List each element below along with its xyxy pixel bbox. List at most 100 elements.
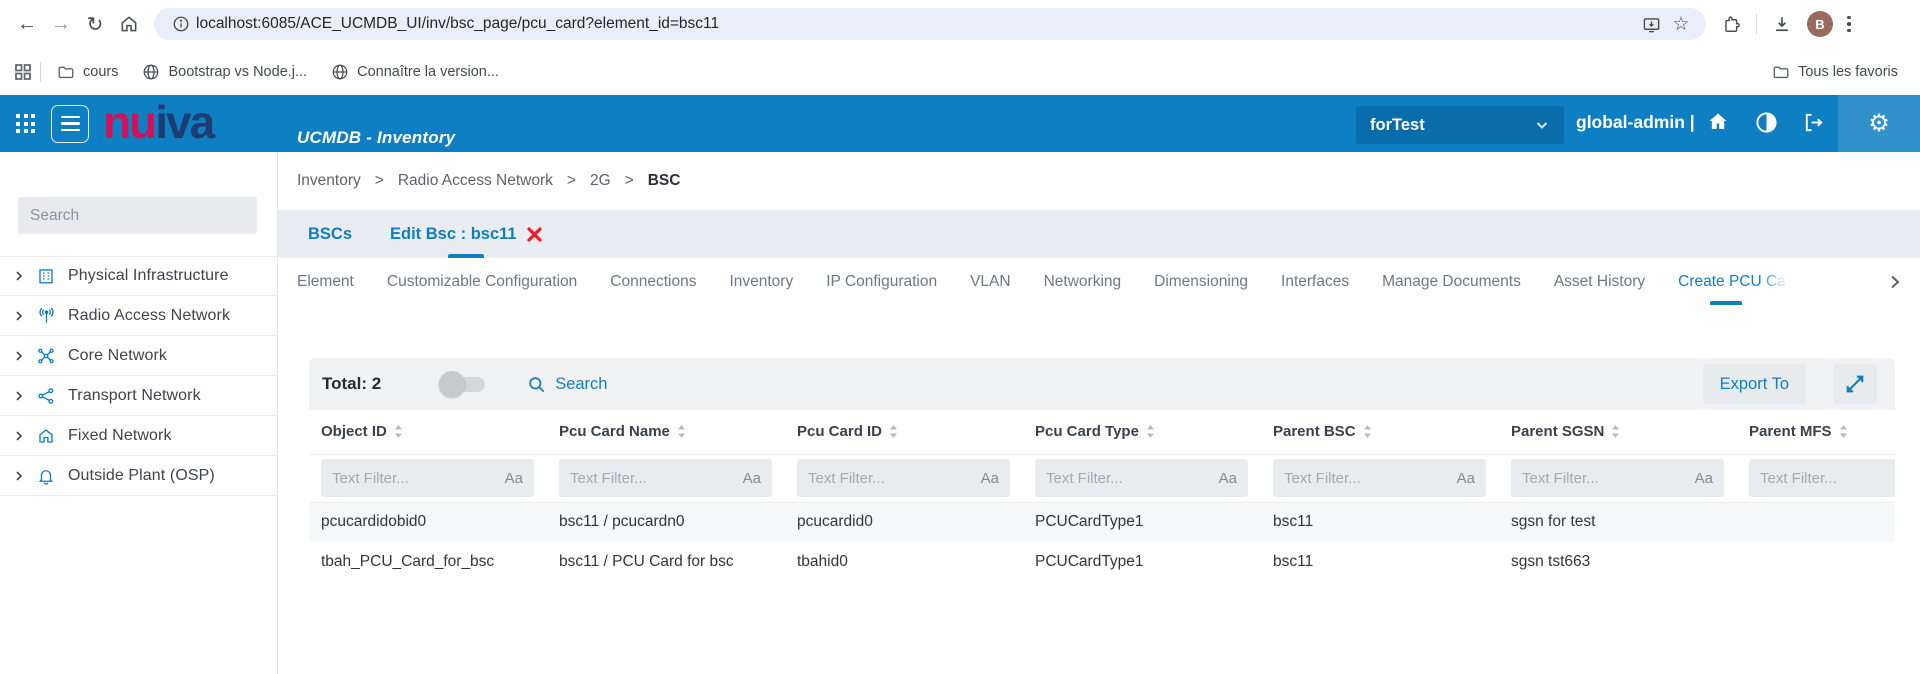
tab-vlan[interactable]: VLAN	[970, 273, 1011, 290]
filter-input-pcu-card-name[interactable]: Text Filter... Aa	[559, 459, 772, 497]
case-sensitive-toggle[interactable]: Aa	[980, 469, 999, 487]
site-info-icon[interactable]	[166, 9, 196, 39]
browser-toolbar: ← → ↻ localhost:6085/ACE_UCMDB_UI/inv/bs…	[0, 0, 1920, 48]
sidebar-item-outside-plant[interactable]: Outside Plant (OSP)	[0, 456, 277, 496]
hamburger-menu-icon[interactable]	[51, 104, 89, 143]
sort-icon[interactable]	[889, 425, 898, 439]
tab-asset-history[interactable]: Asset History	[1553, 273, 1646, 290]
sort-icon[interactable]	[1611, 425, 1620, 439]
tab-ip-configuration[interactable]: IP Configuration	[826, 273, 938, 290]
column-header-pcu-card-name[interactable]: Pcu Card Name	[547, 410, 785, 455]
header-home-icon[interactable]	[1706, 110, 1730, 134]
building-icon	[35, 267, 57, 285]
filter-input-parent-mfs[interactable]: Text Filter...Aa	[1749, 459, 1895, 497]
chevron-right-icon	[14, 430, 24, 442]
table-row[interactable]: tbah_PCU_Card_for_bsc bsc11 / PCU Card f…	[309, 542, 1895, 582]
sort-icon[interactable]	[1146, 425, 1155, 439]
sidebar-item-core-network[interactable]: Core Network	[0, 336, 277, 376]
contrast-icon[interactable]	[1755, 111, 1778, 134]
refresh-icon[interactable]: ↻	[86, 13, 104, 36]
tab-edit-bsc[interactable]: Edit Bsc : bsc11	[390, 210, 543, 258]
table-row[interactable]: pcucardidobid0 bsc11 / pcucardn0 pcucard…	[309, 502, 1895, 542]
filter-input-parent-bsc[interactable]: Text Filter... Aa	[1273, 459, 1486, 497]
tab-manage-documents[interactable]: Manage Documents	[1382, 273, 1521, 290]
column-header-parent-mfs[interactable]: Parent MFS	[1737, 410, 1895, 455]
tab-interfaces[interactable]: Interfaces	[1281, 273, 1350, 290]
install-app-icon[interactable]	[1636, 9, 1666, 39]
case-sensitive-toggle[interactable]: Aa	[742, 469, 761, 487]
total-count: Total: 2	[322, 374, 382, 393]
bookmarks-bar: cours Bootstrap vs Node.j... Connaître l…	[0, 48, 1920, 95]
column-header-parent-bsc[interactable]: Parent BSC	[1261, 410, 1499, 455]
table-search-button[interactable]: Search	[527, 375, 607, 394]
tab-networking[interactable]: Networking	[1043, 273, 1122, 290]
sidebar-item-fixed-network[interactable]: Fixed Network	[0, 416, 277, 456]
sidebar-search-input[interactable]	[30, 206, 245, 225]
tab-customizable-configuration[interactable]: Customizable Configuration	[386, 273, 578, 290]
sidebar-item-physical-infrastructure[interactable]: Physical Infrastructure	[0, 256, 277, 296]
filter-row: Text Filter... Aa Text Filter... Aa Text F…	[309, 454, 1895, 503]
tab-connections[interactable]: Connections	[610, 273, 697, 290]
bookmark-site-1[interactable]: Bootstrap vs Node.j...	[134, 59, 315, 85]
sort-icon[interactable]	[1839, 425, 1848, 439]
url-text[interactable]: localhost:6085/ACE_UCMDB_UI/inv/bsc_page…	[196, 15, 720, 32]
breadcrumb: Inventory > Radio Access Network > 2G > …	[278, 152, 1920, 210]
search-icon	[529, 376, 545, 392]
tab-create-pcu-card[interactable]: Create PCU Ca	[1678, 271, 1788, 293]
sort-icon[interactable]	[677, 425, 686, 439]
case-sensitive-toggle[interactable]: Aa	[504, 469, 523, 487]
case-sensitive-toggle[interactable]: Aa	[1218, 469, 1237, 487]
close-icon[interactable]	[526, 226, 543, 243]
gear-icon[interactable]: ⚙	[1868, 110, 1890, 137]
breadcrumb-item[interactable]: Radio Access Network	[397, 172, 553, 189]
app-subtitle: UCMDB - Inventory	[297, 128, 456, 147]
tab-bscs[interactable]: BSCs	[308, 224, 353, 243]
downloads-icon[interactable]	[1767, 9, 1797, 39]
sort-icon[interactable]	[1363, 425, 1372, 439]
column-header-pcu-card-id[interactable]: Pcu Card ID	[785, 410, 1023, 455]
column-header-parent-sgsn[interactable]: Parent SGSN	[1499, 410, 1737, 455]
bookmark-folder-cours[interactable]: cours	[49, 59, 126, 85]
back-icon[interactable]: ←	[17, 12, 37, 35]
address-bar[interactable]: localhost:6085/ACE_UCMDB_UI/inv/bsc_page…	[154, 8, 1706, 40]
filter-input-object-id[interactable]: Text Filter... Aa	[321, 459, 534, 497]
export-to-button[interactable]: Export To	[1702, 364, 1806, 404]
filter-input-parent-sgsn[interactable]: Text Filter... Aa	[1511, 459, 1724, 497]
settings-strip[interactable]: ⚙	[1838, 95, 1920, 152]
logged-in-user: global-admin |	[1576, 112, 1695, 132]
bookmark-star-icon[interactable]: ☆	[1672, 13, 1690, 35]
browser-menu-icon[interactable]	[1843, 12, 1855, 37]
filter-toggle[interactable]	[439, 370, 486, 397]
breadcrumb-item[interactable]: 2G	[589, 172, 611, 189]
apps-grid-icon[interactable]	[14, 63, 32, 81]
column-header-object-id[interactable]: Object ID	[309, 410, 547, 455]
tab-dimensioning[interactable]: Dimensioning	[1154, 273, 1249, 290]
case-sensitive-toggle[interactable]: Aa	[1456, 469, 1475, 487]
tab-element[interactable]: Element	[297, 273, 354, 290]
extensions-icon[interactable]	[1716, 9, 1746, 39]
globe-icon	[144, 64, 159, 79]
column-header-pcu-card-type[interactable]: Pcu Card Type	[1023, 410, 1261, 455]
tab-inventory[interactable]: Inventory	[729, 273, 794, 290]
tab-scroll-right-icon[interactable]	[1888, 274, 1902, 290]
home-icon[interactable]	[112, 7, 146, 41]
case-sensitive-toggle[interactable]: Aa	[1694, 469, 1713, 487]
bookmarks-separator	[40, 61, 41, 82]
forward-icon[interactable]: →	[51, 12, 71, 35]
filter-input-pcu-card-type[interactable]: Text Filter... Aa	[1035, 459, 1248, 497]
tab-overflow-fade	[1759, 271, 1788, 293]
logout-icon[interactable]	[1802, 111, 1825, 134]
sort-icon[interactable]	[394, 425, 403, 439]
all-bookmarks[interactable]: Tous les favoris	[1764, 59, 1906, 85]
sidebar-item-transport-network[interactable]: Transport Network	[0, 376, 277, 416]
sidebar-search[interactable]	[18, 197, 257, 234]
breadcrumb-item[interactable]: Inventory	[297, 172, 361, 189]
profile-avatar[interactable]: B	[1807, 11, 1833, 37]
sidebar-item-radio-access-network[interactable]: Radio Access Network	[0, 296, 277, 336]
scope-select[interactable]: forTest	[1356, 106, 1564, 144]
expand-table-button[interactable]	[1833, 364, 1877, 404]
chevron-right-icon	[14, 470, 24, 482]
filter-input-pcu-card-id[interactable]: Text Filter... Aa	[797, 459, 1010, 497]
waffle-grid-icon[interactable]	[16, 114, 35, 133]
bookmark-site-2[interactable]: Connaître la version...	[323, 59, 507, 85]
